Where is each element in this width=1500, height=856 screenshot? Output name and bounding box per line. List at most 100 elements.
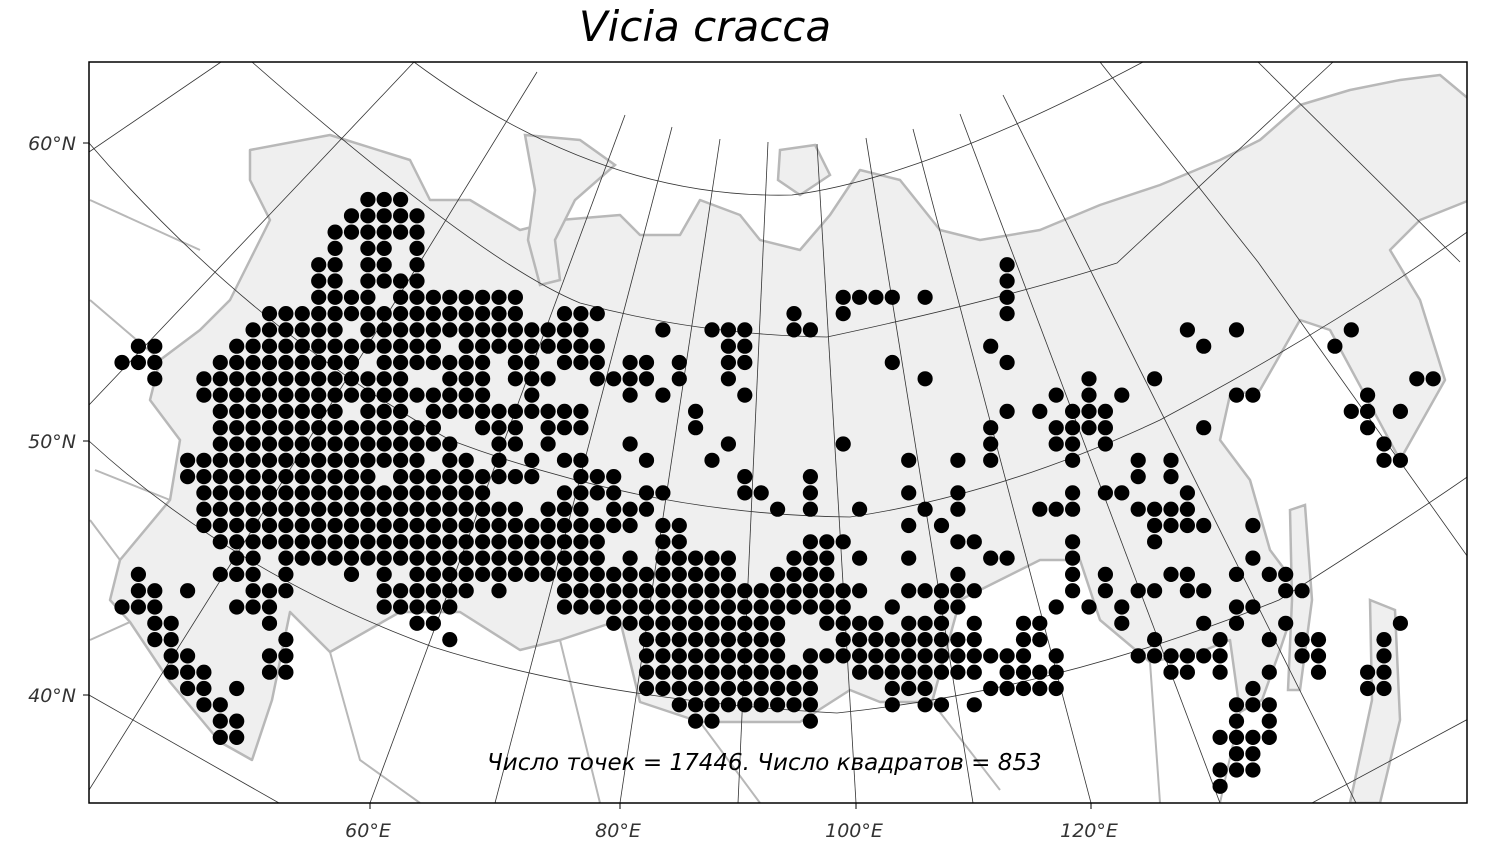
occurrence-dot	[393, 371, 409, 387]
occurrence-dot	[261, 354, 278, 371]
occurrence-dot	[311, 469, 327, 485]
occurrence-dot	[311, 322, 327, 338]
occurrence-dot	[442, 632, 458, 648]
occurrence-dot	[376, 517, 392, 534]
occurrence-dot	[638, 599, 655, 615]
occurrence-dot	[475, 387, 491, 403]
occurrence-dot	[671, 517, 687, 534]
occurrence-dot	[343, 550, 360, 566]
occurrence-dot	[245, 517, 261, 534]
occurrence-dot	[950, 534, 966, 550]
occurrence-dot	[180, 583, 196, 599]
occurrence-dot	[819, 566, 835, 583]
occurrence-dot	[229, 354, 245, 371]
occurrence-dot	[638, 354, 655, 371]
occurrence-dot	[261, 436, 278, 452]
occurrence-dot	[245, 387, 261, 403]
occurrence-dot	[327, 257, 343, 273]
occurrence-dot	[376, 322, 392, 338]
occurrence-dot	[753, 615, 769, 631]
occurrence-dot	[278, 566, 294, 583]
occurrence-dot	[573, 403, 589, 419]
occurrence-dot	[1179, 322, 1195, 338]
occurrence-dot	[606, 599, 622, 615]
summary-annotation: Число точек = 17446. Число квадратов = 8…	[487, 750, 1042, 776]
occurrence-dot	[327, 436, 343, 452]
occurrence-dot	[671, 371, 687, 387]
occurrence-dot	[458, 322, 474, 338]
occurrence-dot	[212, 371, 228, 387]
occurrence-dot	[671, 680, 687, 697]
occurrence-dot	[442, 322, 458, 338]
occurrence-dot	[458, 469, 474, 485]
occurrence-dot	[835, 648, 851, 664]
occurrence-dot	[458, 403, 474, 419]
occurrence-dot	[688, 615, 704, 631]
meridian-130e	[959, 113, 1221, 803]
occurrence-dot	[786, 306, 802, 322]
occurrence-dot	[852, 550, 868, 566]
occurrence-dot	[278, 517, 294, 534]
occurrence-dot	[737, 338, 753, 354]
occurrence-dot	[606, 371, 622, 387]
occurrence-dot	[278, 322, 294, 338]
occurrence-dot	[409, 469, 425, 485]
occurrence-dot	[1245, 746, 1261, 762]
occurrence-dot	[261, 517, 278, 534]
occurrence-dots	[114, 191, 1441, 794]
occurrence-dot	[1245, 680, 1261, 697]
occurrence-dot	[1015, 680, 1032, 697]
occurrence-dot	[1081, 371, 1097, 387]
occurrence-dot	[622, 615, 638, 631]
occurrence-dot	[491, 322, 507, 338]
occurrence-dot	[753, 648, 769, 664]
occurrence-dot	[491, 289, 507, 305]
occurrence-dot	[852, 632, 868, 648]
occurrence-dot	[245, 420, 261, 436]
occurrence-dot	[638, 566, 655, 583]
occurrence-dot	[737, 599, 753, 615]
occurrence-dot	[409, 583, 425, 599]
occurrence-dot	[720, 371, 737, 387]
occurrence-dot	[524, 403, 540, 419]
occurrence-dot	[261, 403, 278, 419]
occurrence-dot	[442, 469, 458, 485]
occurrence-dot	[999, 289, 1015, 305]
occurrence-dot	[999, 306, 1015, 322]
occurrence-dot	[245, 534, 261, 550]
occurrence-dot	[999, 403, 1015, 419]
occurrence-dot	[491, 436, 507, 452]
occurrence-dot	[868, 632, 884, 648]
occurrence-dot	[835, 289, 851, 305]
occurrence-dot	[556, 485, 573, 501]
occurrence-dot	[966, 664, 982, 680]
occurrence-dot	[294, 517, 310, 534]
occurrence-dot	[278, 371, 294, 387]
occurrence-dot	[983, 648, 999, 664]
occurrence-dot	[212, 387, 228, 403]
occurrence-dot	[294, 420, 310, 436]
occurrence-dot	[294, 550, 310, 566]
occurrence-dot	[983, 436, 999, 452]
occurrence-dot	[343, 501, 360, 517]
occurrence-dot	[671, 566, 687, 583]
occurrence-dot	[425, 306, 441, 322]
occurrence-dot	[376, 306, 392, 322]
occurrence-dot	[294, 354, 310, 371]
occurrence-dot	[950, 664, 966, 680]
lon-label: 100°E	[825, 820, 883, 842]
occurrence-dot	[786, 566, 802, 583]
latitude-axis: 60°N 50°N 40°N	[28, 133, 89, 707]
occurrence-dot	[507, 371, 523, 387]
occurrence-dot	[1032, 501, 1048, 517]
occurrence-dot	[458, 387, 474, 403]
occurrence-dot	[360, 306, 376, 322]
occurrence-dot	[933, 615, 950, 631]
occurrence-dot	[606, 583, 622, 599]
occurrence-dot	[655, 534, 671, 550]
occurrence-dot	[212, 485, 228, 501]
occurrence-dot	[540, 517, 556, 534]
occurrence-dot	[475, 550, 491, 566]
occurrence-dot	[1081, 387, 1097, 403]
